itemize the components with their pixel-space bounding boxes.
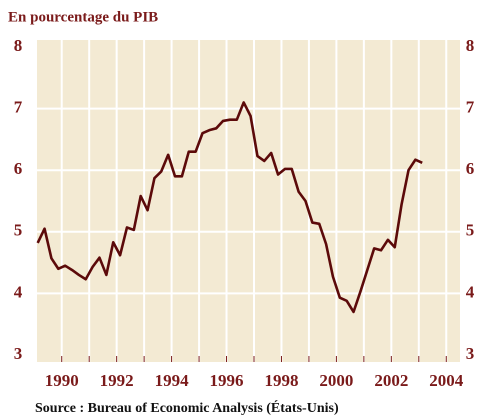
y-tick-label: 8: [14, 36, 23, 55]
x-tick-label: 2000: [319, 371, 353, 390]
y2-tick-label: 4: [466, 282, 475, 301]
x-tick-label: 1998: [264, 371, 298, 390]
y-tick-label: 6: [14, 159, 23, 178]
x-tick-label: 1992: [100, 371, 134, 390]
x-tick-label: 1996: [210, 371, 244, 390]
x-tick-label: 1994: [155, 371, 190, 390]
y2-tick-label: 6: [466, 159, 475, 178]
y-tick-label: 7: [14, 98, 23, 117]
y2-tick-label: 7: [466, 98, 475, 117]
y-tick-label: 5: [14, 221, 23, 240]
y-tick-label: 3: [14, 344, 23, 363]
source-note: Source : Bureau of Economic Analysis (Ét…: [35, 399, 339, 416]
y2-tick-label: 3: [466, 344, 475, 363]
y2-tick-label: 5: [466, 221, 475, 240]
x-tick-label: 2004: [429, 371, 464, 390]
y2-tick-label: 8: [466, 36, 475, 55]
x-tick-label: 2002: [374, 371, 408, 390]
chart-title: En pourcentage du PIB: [8, 9, 158, 25]
y-tick-label: 4: [14, 282, 23, 301]
plot-background: [37, 40, 460, 362]
data-line: [36, 101, 423, 314]
x-tick-label: 1990: [45, 371, 79, 390]
